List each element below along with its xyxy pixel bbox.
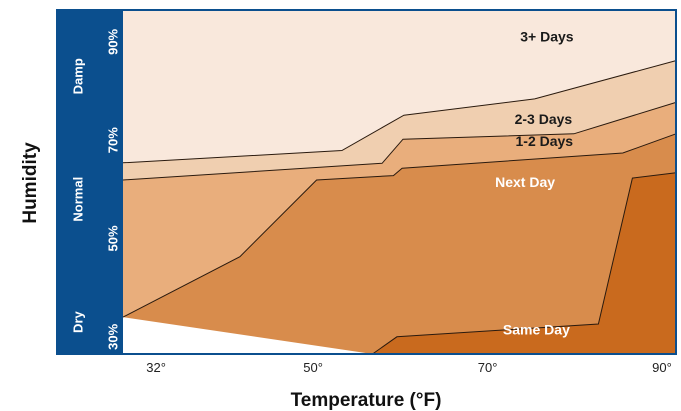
x-axis-ticks: 32° 50° 70° 90° (146, 360, 672, 375)
y-axis-title: Humidity (20, 142, 41, 224)
band-label-same-day: Same Day (503, 322, 570, 338)
plot-frame (56, 9, 677, 355)
boundary-one-two-days-upper (122, 101, 677, 181)
band-label-3-plus-days: 3+ Days (520, 29, 574, 45)
y-tick-label: 50% (105, 225, 120, 251)
x-axis-title: Temperature (°F) (291, 390, 442, 411)
band-label-next-day: Next Day (495, 174, 555, 190)
boundary-two-three-days-upper (122, 60, 677, 164)
humidity-category-labels: 30% 50% 70% 90% Dry Normal Damp (70, 28, 120, 349)
band-label-2-3-days: 2-3 Days (515, 111, 573, 127)
humidity-category-damp: Damp (70, 58, 85, 94)
boundary-next-day-upper (122, 133, 677, 318)
band-1-2-days (123, 102, 676, 318)
plot-area: Same Day Next Day 1-2 Days 2-3 Days 3+ Days (122, 10, 677, 355)
x-tick-label: 70° (478, 360, 498, 375)
humidity-category-panel (57, 10, 123, 354)
band-next-day (123, 133, 676, 354)
x-tick-label: 32° (146, 360, 166, 375)
y-tick-label: 90% (105, 28, 120, 54)
y-tick-label: 70% (105, 127, 120, 153)
humidity-category-normal: Normal (70, 177, 85, 222)
band-2-3-days (123, 60, 676, 180)
band-same-day (372, 172, 676, 354)
y-tick-label: 30% (105, 323, 120, 349)
x-tick-label: 90° (652, 360, 672, 375)
boundary-same-day-upper (372, 172, 677, 355)
band-label-1-2-days: 1-2 Days (516, 133, 574, 149)
humidity-category-dry: Dry (70, 310, 85, 332)
band-3-plus-days (123, 10, 676, 163)
x-tick-label: 50° (303, 360, 323, 375)
